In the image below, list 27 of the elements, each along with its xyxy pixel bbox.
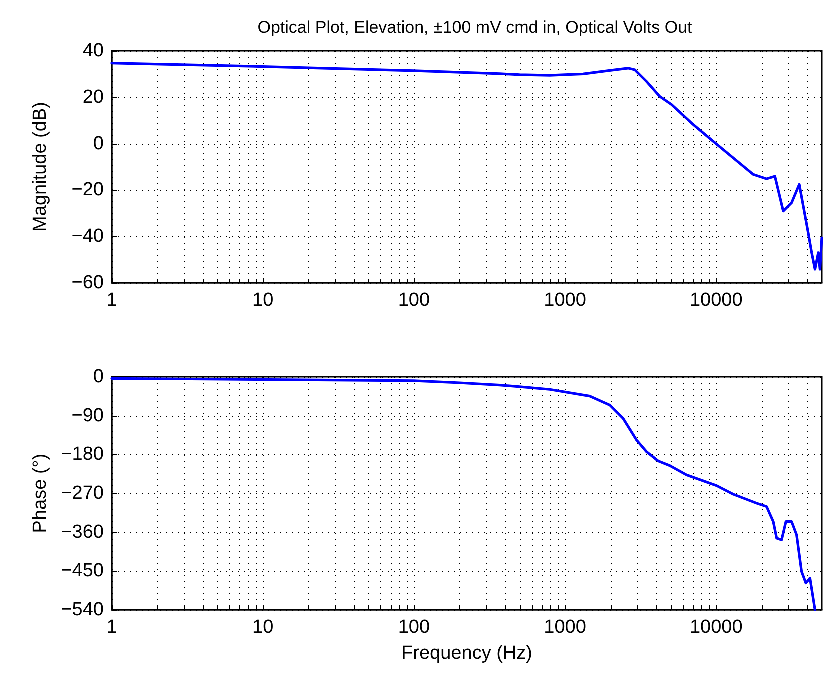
y-tick-label: −360: [61, 522, 104, 543]
y-tick-label: −180: [61, 444, 104, 466]
x-tick-label: 100: [398, 617, 430, 638]
x-tick-label: 10000: [690, 290, 743, 311]
x-tick-label: 10: [252, 617, 274, 638]
y-tick-label: −90: [72, 405, 104, 426]
x-tick-label: 1: [106, 290, 118, 311]
y-tick-label: −40: [72, 226, 104, 248]
y-tick-label: −540: [61, 600, 104, 620]
x-axis-title: Frequency (Hz): [402, 643, 532, 664]
x-tick-label: 1: [106, 617, 118, 638]
y-tick-label: −60: [72, 272, 104, 294]
y-tick-label: 0: [93, 366, 104, 388]
y-tick-label: −270: [61, 483, 104, 504]
x-tick-label: 1000: [544, 290, 586, 311]
y-axis-title: Phase (°): [30, 454, 51, 534]
y-tick-label: −450: [61, 560, 104, 582]
chart-title: Optical Plot, Elevation, ±100 mV cmd in, Optical Volts Out: [258, 18, 693, 37]
y-tick-label: 20: [82, 86, 104, 108]
x-tick-label: 10: [252, 290, 274, 311]
y-tick-label: 40: [82, 40, 104, 62]
x-tick-label: 100: [398, 290, 430, 311]
x-tick-label: 10000: [690, 617, 743, 638]
x-tick-label: 1000: [544, 617, 586, 638]
y-tick-label: 0: [93, 133, 104, 154]
y-axis-title: Magnitude (dB): [30, 102, 51, 232]
y-tick-label: −20: [72, 180, 104, 201]
